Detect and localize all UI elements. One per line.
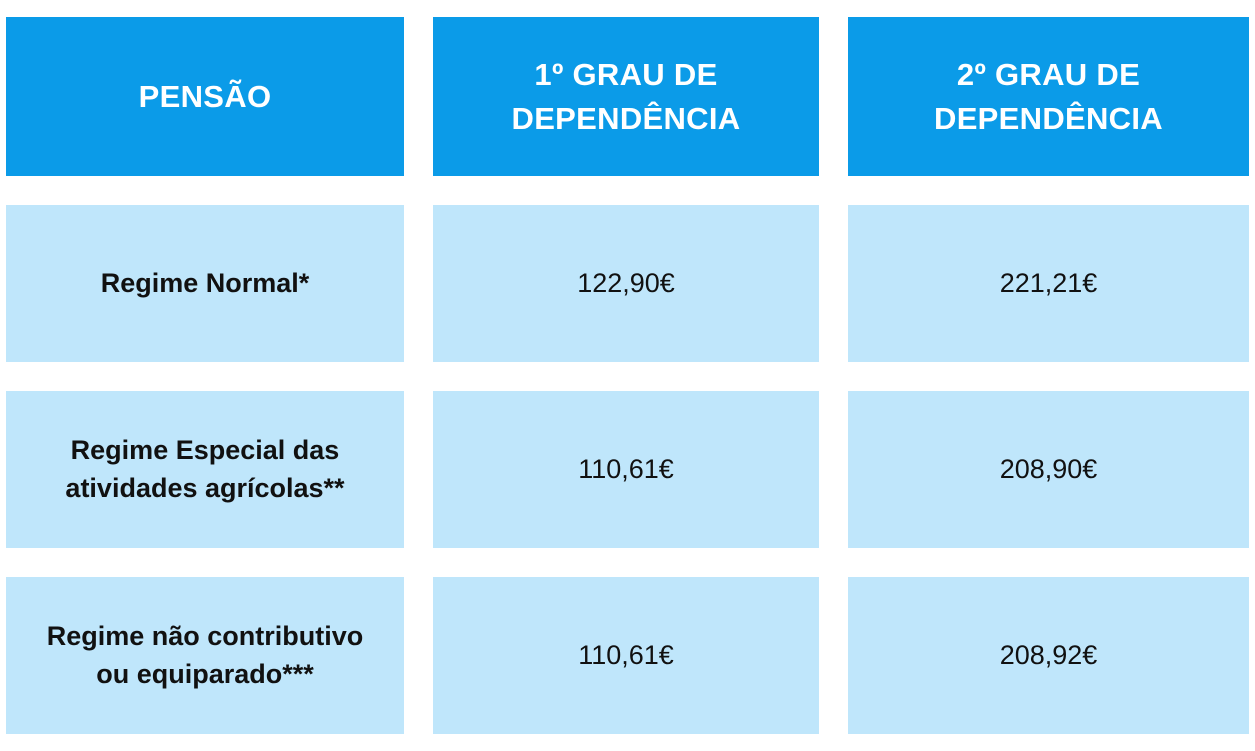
row-regime-normal-grau-1: 122,90€ (433, 205, 819, 362)
header-grau-2-line1: 2º GRAU DE (956, 57, 1141, 93)
row-regime-nao-contributivo-grau-2: 208,92€ (848, 577, 1249, 734)
row-label-line2: ou equiparado*** (96, 658, 314, 689)
header-grau-2-label: 2º GRAU DE DEPENDÊNCIA (934, 53, 1163, 140)
header-grau-2-line2: DEPENDÊNCIA (934, 100, 1163, 136)
row-regime-nao-contributivo-label: Regime não contributivo ou equiparado*** (6, 577, 404, 734)
row-regime-normal-grau-2: 221,21€ (848, 205, 1249, 362)
header-pensao: PENSÃO (6, 17, 404, 176)
header-grau-2: 2º GRAU DE DEPENDÊNCIA (848, 17, 1249, 176)
value-grau-2: 208,90€ (999, 453, 1098, 484)
header-grau-1-line1: 1º GRAU DE (534, 57, 718, 93)
value-grau-2: 221,21€ (999, 267, 1098, 298)
row-label-text: Regime Normal* (101, 265, 310, 303)
row-regime-nao-contributivo-grau-1: 110,61€ (433, 577, 819, 734)
row-label-line1: Regime Especial das (70, 434, 340, 465)
row-label-line1: Regime não contributivo (46, 620, 364, 651)
row-regime-especial-grau-1: 110,61€ (433, 391, 819, 548)
row-regime-normal-label: Regime Normal* (6, 205, 404, 362)
row-regime-especial-label: Regime Especial das atividades agrícolas… (6, 391, 404, 548)
header-grau-1: 1º GRAU DE DEPENDÊNCIA (433, 17, 819, 176)
row-label-line2: atividades agrícolas** (65, 472, 345, 503)
value-grau-1: 122,90€ (577, 267, 675, 298)
header-grau-1-line2: DEPENDÊNCIA (511, 100, 741, 136)
value-grau-1: 110,61€ (578, 453, 674, 484)
row-label-line1: Regime Normal* (100, 267, 310, 298)
header-pensao-label: PENSÃO (138, 78, 272, 114)
value-grau-2: 208,92€ (999, 639, 1098, 670)
row-label-text: Regime Especial das atividades agrícolas… (65, 432, 344, 508)
row-regime-especial-grau-2: 208,90€ (848, 391, 1249, 548)
value-grau-1: 110,61€ (578, 639, 674, 670)
header-grau-1-label: 1º GRAU DE DEPENDÊNCIA (512, 53, 741, 140)
row-label-text: Regime não contributivo ou equiparado*** (47, 618, 364, 694)
